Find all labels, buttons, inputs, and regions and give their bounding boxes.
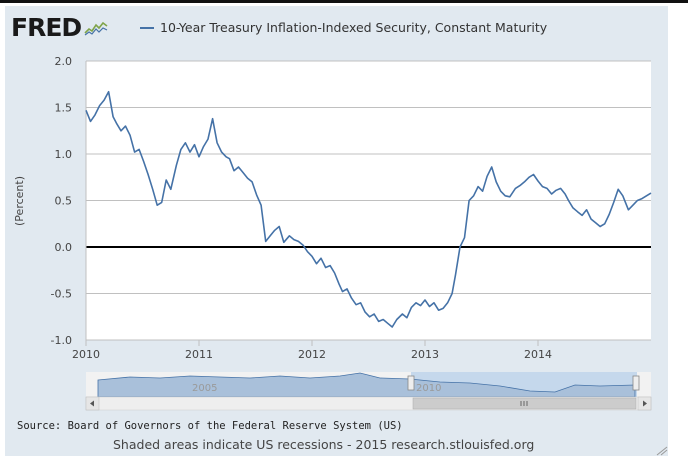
sparkline-chart-icon <box>84 19 109 36</box>
navigator-right-handle[interactable] <box>632 375 640 391</box>
fred-logo[interactable]: FRED <box>11 13 109 42</box>
footer-note[interactable]: Shaded areas indicate US recessions - 20… <box>113 437 535 452</box>
series-line[interactable] <box>85 90 652 328</box>
y-axis-label: (Percent) <box>13 176 26 226</box>
grid-lines <box>86 60 651 341</box>
x-tick-label: 2010 <box>72 348 100 361</box>
right-margin <box>668 6 688 456</box>
navigator-left-handle[interactable] <box>407 375 415 391</box>
y-axis-ticks: 2.0 1.5 1.0 0.5 0.0 -0.5 -1.0 <box>51 55 72 347</box>
arrow-right-icon <box>643 400 647 407</box>
y-tick-label: 2.0 <box>55 55 73 68</box>
x-tick-label: 2014 <box>524 348 552 361</box>
legend-swatch <box>140 26 154 29</box>
y-tick-label: 0.0 <box>55 241 73 254</box>
legend-label: 10-Year Treasury Inflation-Indexed Secur… <box>160 20 548 35</box>
source-note: Source: Board of Governors of the Federa… <box>17 420 403 432</box>
x-tick-label: 2013 <box>411 348 439 361</box>
top-border <box>0 0 688 3</box>
chart-legend[interactable]: 10-Year Treasury Inflation-Indexed Secur… <box>140 20 547 35</box>
fred-logo-text: FRED <box>11 13 82 42</box>
x-tick-label: 2011 <box>185 348 213 361</box>
y-tick-label: 0.5 <box>55 195 73 208</box>
resize-corner-icon <box>656 446 668 456</box>
series-layer <box>85 90 652 328</box>
navigator-label-2005: 2005 <box>192 383 217 394</box>
arrow-left-icon <box>90 400 94 407</box>
y-tick-label: -0.5 <box>51 288 72 301</box>
y-tick-label: -1.0 <box>51 334 72 347</box>
y-tick-label: 1.0 <box>55 148 73 161</box>
x-axis-ticks: 2010 2011 2012 2013 2014 <box>72 340 552 361</box>
grip-icon <box>520 401 528 406</box>
x-tick-label: 2012 <box>298 348 326 361</box>
y-tick-label: 1.5 <box>55 102 73 115</box>
navigator-label-2010: 2010 <box>416 383 441 394</box>
